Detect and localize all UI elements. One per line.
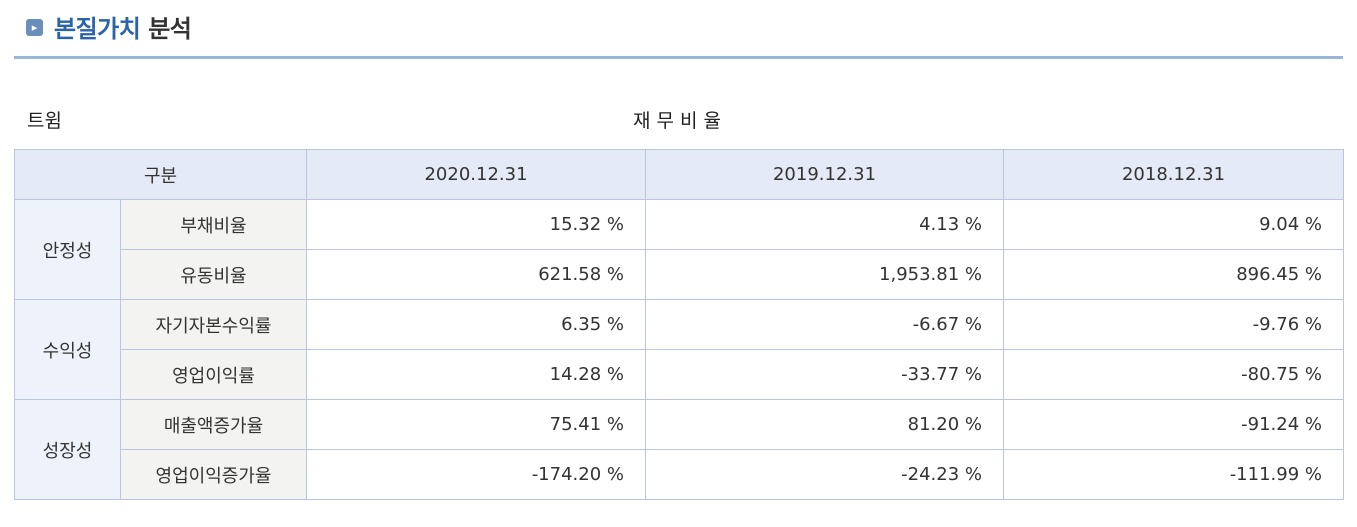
value-cell: -24.23 % xyxy=(645,449,1004,500)
group-label-profitability: 수익성 xyxy=(14,299,121,400)
row-label: 자기자본수익률 xyxy=(120,299,307,350)
column-header-2019: 2019.12.31 xyxy=(645,149,1004,200)
table-title: 재무비율 xyxy=(633,110,727,132)
table-header-row: 구분 2020.12.31 2019.12.31 2018.12.31 xyxy=(14,149,1344,200)
column-header-2018: 2018.12.31 xyxy=(1003,149,1344,200)
value-cell: -174.20 % xyxy=(306,449,646,500)
value-cell: 81.20 % xyxy=(645,399,1004,450)
value-cell: 15.32 % xyxy=(306,199,646,250)
table-row: 영업이익률 14.28 % -33.77 % -80.75 % xyxy=(15,349,1344,400)
row-label: 부채비율 xyxy=(120,199,307,250)
value-cell: 4.13 % xyxy=(645,199,1004,250)
value-cell: 9.04 % xyxy=(1003,199,1344,250)
value-cell: 75.41 % xyxy=(306,399,646,450)
value-cell: -80.75 % xyxy=(1003,349,1344,400)
table-row: 유동비율 621.58 % 1,953.81 % 896.45 % xyxy=(15,249,1344,300)
value-cell: 896.45 % xyxy=(1003,249,1344,300)
row-label: 영업이익률 xyxy=(120,349,307,400)
section-title-accent: 본질가치 xyxy=(54,15,141,43)
group-label-stability: 안정성 xyxy=(14,199,121,300)
arrow-bullet-icon: ▸ xyxy=(26,19,43,36)
value-cell: 1,953.81 % xyxy=(645,249,1004,300)
value-cell: 621.58 % xyxy=(306,249,646,300)
value-cell: -9.76 % xyxy=(1003,299,1344,350)
value-cell: -33.77 % xyxy=(645,349,1004,400)
section-title-rest: 분석 xyxy=(148,15,192,43)
company-name: 트윔 xyxy=(27,110,62,132)
section-header: ▸ 본질가치 분석 xyxy=(14,0,1343,59)
value-cell: -111.99 % xyxy=(1003,449,1344,500)
financial-ratio-table: 구분 2020.12.31 2019.12.31 2018.12.31 안정성 … xyxy=(14,149,1344,500)
value-cell: 6.35 % xyxy=(306,299,646,350)
column-header-2020: 2020.12.31 xyxy=(306,149,646,200)
row-label: 매출액증가율 xyxy=(120,399,307,450)
row-label: 영업이익증가율 xyxy=(120,449,307,500)
value-cell: -6.67 % xyxy=(645,299,1004,350)
value-cell: 14.28 % xyxy=(306,349,646,400)
section-title: 본질가치 분석 xyxy=(54,9,192,44)
table-row: 영업이익증가율 -174.20 % -24.23 % -111.99 % xyxy=(15,449,1344,500)
value-cell: -91.24 % xyxy=(1003,399,1344,450)
table-row: 안정성 부채비율 15.32 % 4.13 % 9.04 % xyxy=(14,199,1344,300)
table-row: 수익성 자기자본수익률 6.35 % -6.67 % -9.76 % xyxy=(14,299,1344,400)
column-header-category: 구분 xyxy=(14,149,307,200)
group-label-growth: 성장성 xyxy=(14,399,121,500)
row-label: 유동비율 xyxy=(120,249,307,300)
table-row: 성장성 매출액증가율 75.41 % 81.20 % -91.24 % xyxy=(14,399,1344,500)
